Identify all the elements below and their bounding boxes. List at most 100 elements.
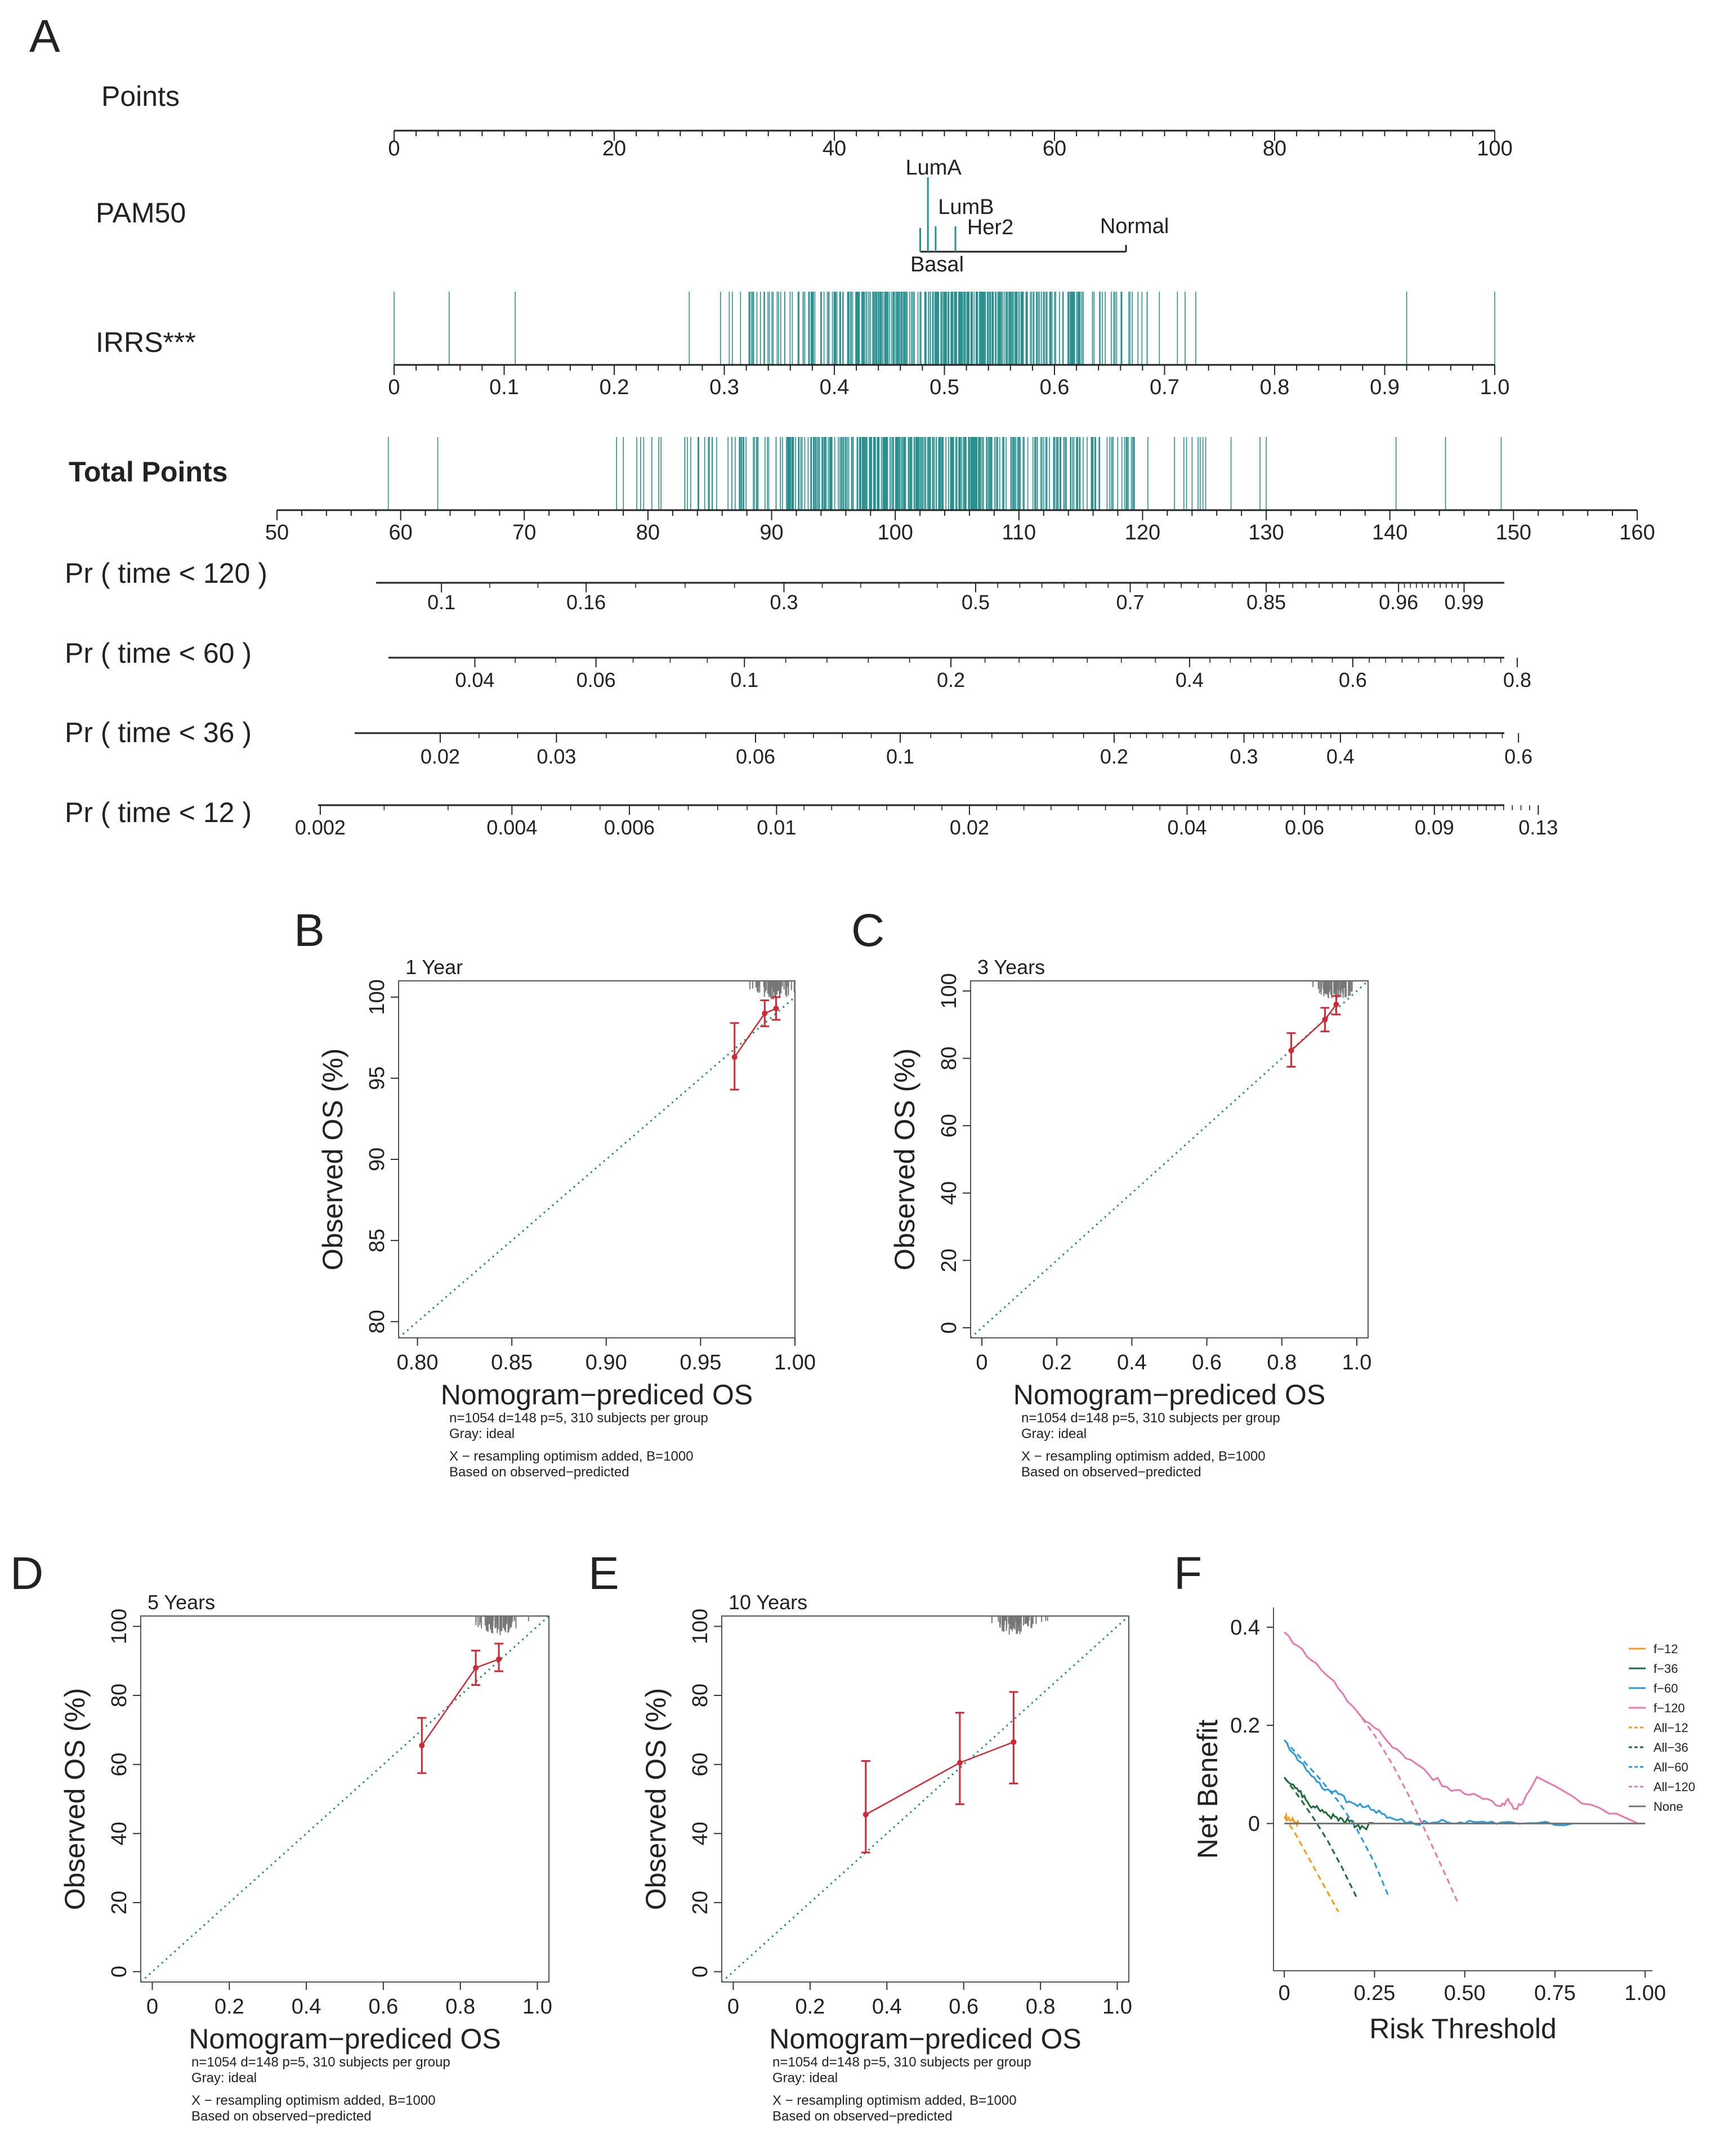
calibration-subtitle: 3 Years <box>977 956 1045 979</box>
panel-label-a: A <box>29 11 60 62</box>
dca-legend-label: All−12 <box>1654 1721 1688 1735</box>
dca-x-tick-label: 0.25 <box>1353 1981 1395 2005</box>
calibration-x-axis-title: Nomogram−prediced OS <box>769 2023 1081 2055</box>
calibration-x-axis-title: Nomogram−prediced OS <box>189 2023 500 2055</box>
dca-series-line <box>1284 1739 1574 1827</box>
calibration-point <box>473 1664 479 1671</box>
dca-legend-label: All−120 <box>1654 1780 1695 1794</box>
dca-series-line <box>1283 1816 1339 1913</box>
total-points-tick-label: 60 <box>388 521 412 544</box>
calibration-x-tick-label: 0.4 <box>872 1995 902 2019</box>
points-row-label: Points <box>101 81 180 112</box>
pr120-tick-label: 0.1 <box>427 591 455 614</box>
calibration-x-tick-label: 0.80 <box>397 1351 439 1374</box>
irrs-tick-label: 0 <box>388 376 400 399</box>
pr60-tick-label: 0.06 <box>577 668 616 691</box>
calibration-point <box>1011 1739 1017 1745</box>
calibration-y-tick-label: 60 <box>689 1753 712 1776</box>
calibration-footnote-line: X − resampling optimism added, B=1000 <box>1021 1449 1266 1464</box>
calibration-x-tick-label: 0.8 <box>1267 1351 1297 1374</box>
calibration-y-tick-label: 20 <box>937 1248 961 1272</box>
calibration-y-axis-title: Observed OS (%) <box>640 1688 672 1911</box>
irrs-tick-label: 0.8 <box>1260 376 1290 399</box>
calibration-footnote-line: Based on observed−predicted <box>449 1465 629 1480</box>
calibration-x-tick-label: 0 <box>976 1351 987 1374</box>
pr36-tick-label: 0.3 <box>1230 745 1258 768</box>
calibration-frame <box>140 1615 549 1983</box>
panel-label-b: B <box>294 905 325 956</box>
calibration-point <box>1288 1047 1294 1054</box>
pr60-tick-label: 0.4 <box>1176 668 1204 691</box>
total-points-tick-label: 140 <box>1372 521 1407 544</box>
calibration-y-tick-label: 80 <box>108 1684 131 1707</box>
calibration-y-axis-title: Observed OS (%) <box>889 1048 920 1271</box>
calibration-y-tick-label: 80 <box>937 1046 961 1070</box>
panel-label-f: F <box>1174 1548 1202 1599</box>
calibration-y-axis-title: Observed OS (%) <box>59 1688 91 1911</box>
dca-legend-label: All−60 <box>1654 1760 1688 1774</box>
pr36-tick-label: 0.1 <box>886 745 914 768</box>
pr120-tick-label: 0.5 <box>962 591 990 614</box>
pr60-tick-label: 0.6 <box>1339 668 1367 691</box>
calibration-point <box>1322 1016 1328 1023</box>
calibration-x-tick-label: 0.6 <box>949 1995 978 2019</box>
pr120-tick-label: 0.16 <box>566 591 606 614</box>
calibration-point <box>1333 1001 1339 1007</box>
points-tick-label: 100 <box>1477 137 1512 160</box>
calibration-footnote-line: Based on observed−predicted <box>772 2109 953 2124</box>
panel-d-calibration: D 5 Years 0 0.2 0.4 0.6 0.8 1.0 0 20 40 60 80 100 Nomo… <box>10 1548 552 2124</box>
calibration-y-tick-label: 85 <box>365 1229 389 1252</box>
calibration-x-tick-label: 1.0 <box>1102 1995 1132 2019</box>
points-tick-label: 20 <box>602 137 626 160</box>
pr120-tick-label: 0.85 <box>1246 591 1286 614</box>
calibration-point <box>773 1005 779 1011</box>
pr60-row-label: Pr ( time < 60 ) <box>65 637 252 669</box>
calibration-footnote-line: n=1054 d=148 p=5, 310 subjects per group <box>1021 1410 1280 1426</box>
calibration-x-tick-label: 1.00 <box>774 1351 816 1374</box>
total-points-tick-label: 70 <box>512 521 536 544</box>
pr12-tick-label: 0.09 <box>1415 816 1454 839</box>
panel-e-calibration: E 10 Years 0 0.2 0.4 0.6 0.8 1.0 0 20 40 60 80 100 Nom… <box>588 1548 1132 2124</box>
pr60-tick-label: 0.8 <box>1503 668 1531 691</box>
total-points-tick-label: 80 <box>636 521 660 544</box>
calibration-subtitle: 5 Years <box>148 1591 215 1614</box>
calibration-y-tick-label: 60 <box>108 1753 131 1776</box>
dca-x-tick-label: 0.75 <box>1534 1981 1576 2005</box>
dca-legend-label: f−36 <box>1654 1662 1678 1676</box>
dca-legend-label: f−12 <box>1654 1642 1678 1656</box>
calibration-footnote-line: Based on observed−predicted <box>191 2109 372 2124</box>
calibration-y-tick-label: 100 <box>108 1609 131 1644</box>
calibration-y-tick-label: 100 <box>365 979 389 1015</box>
dca-y-axis-title: Net Benefit <box>1192 1720 1223 1859</box>
calibration-y-tick-label: 80 <box>365 1310 389 1333</box>
pr36-row-label: Pr ( time < 36 ) <box>65 717 252 748</box>
calibration-footnote-line: Gray: ideal <box>449 1426 515 1441</box>
calibration-x-tick-label: 1.0 <box>522 1995 552 2019</box>
calibration-x-tick-label: 0.85 <box>491 1351 533 1374</box>
total-points-row-label: Total Points <box>69 456 227 488</box>
panel-f-decision-curve: F 0 0.2 0.4 0 0.25 0.50 0.75 1.00 Risk Threshold… <box>1174 1548 1695 2045</box>
dca-x-tick-label: 0.50 <box>1444 1981 1486 2005</box>
calibration-x-tick-label: 0.4 <box>1117 1351 1147 1374</box>
calibration-y-tick-label: 100 <box>689 1609 712 1644</box>
calibration-point <box>731 1054 738 1060</box>
calibration-x-tick-label: 0 <box>727 1995 739 2019</box>
calibration-y-tick-label: 60 <box>937 1114 961 1137</box>
calibration-y-tick-label: 0 <box>689 1966 712 1978</box>
pr36-tick-label: 0.02 <box>421 745 460 768</box>
calibration-footnote-line: X − resampling optimism added, B=1000 <box>191 2093 436 2108</box>
irrs-tick-label: 0.1 <box>489 376 519 399</box>
calibration-x-tick-label: 0.2 <box>1042 1351 1072 1374</box>
irrs-tick-label: 0.3 <box>709 376 739 399</box>
calibration-point <box>762 1010 768 1016</box>
total-points-tick-label: 150 <box>1496 521 1531 544</box>
calibration-y-tick-label: 20 <box>689 1891 712 1914</box>
dca-series-line <box>1284 1631 1639 1824</box>
calibration-x-tick-label: 0.8 <box>445 1995 475 2019</box>
dca-legend-label: f−60 <box>1654 1681 1678 1695</box>
calibration-y-tick-label: 40 <box>937 1181 961 1205</box>
total-points-tick-label: 120 <box>1125 521 1160 544</box>
dca-series-line <box>1284 1776 1357 1898</box>
